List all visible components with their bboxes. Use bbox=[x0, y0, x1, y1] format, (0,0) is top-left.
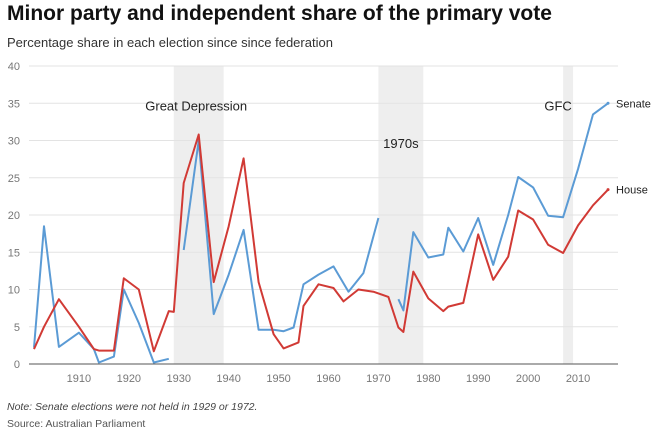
y-tick-label: 15 bbox=[8, 247, 20, 259]
senate-series-line bbox=[397, 102, 609, 312]
y-tick-label: 40 bbox=[8, 61, 20, 73]
y-tick-label: 10 bbox=[8, 285, 20, 297]
senate-series-line bbox=[182, 139, 380, 333]
house-end-point bbox=[606, 188, 610, 192]
senate-series-line bbox=[33, 225, 170, 364]
chart-subtitle: Percentage share in each election since … bbox=[7, 35, 333, 50]
line-chart: 0 5 10 15 20 25 30 35 40 1910 1920 1930 1940 1950 1960… bbox=[8, 61, 651, 385]
period-label: GFC bbox=[544, 99, 571, 114]
chart-source: Source: Australian Parliament bbox=[7, 418, 146, 430]
y-tick-label: 30 bbox=[8, 136, 20, 148]
chart-title: Minor party and independent share of the… bbox=[7, 2, 552, 25]
y-tick-label: 35 bbox=[8, 98, 20, 110]
y-tick-label: 0 bbox=[14, 359, 20, 371]
x-tick-label: 1920 bbox=[117, 373, 141, 385]
x-tick-label: 1910 bbox=[67, 373, 91, 385]
house-series-label: House bbox=[616, 185, 648, 197]
period-label: Great Depression bbox=[145, 99, 247, 114]
x-tick-label: 2000 bbox=[516, 373, 540, 385]
x-tick-label: 1970 bbox=[366, 373, 390, 385]
senate-series-label: Senate bbox=[616, 98, 651, 110]
period-label: 1970s bbox=[383, 136, 419, 151]
x-tick-label: 2010 bbox=[566, 373, 590, 385]
y-tick-label: 25 bbox=[8, 173, 20, 185]
y-tick-label: 5 bbox=[14, 322, 20, 334]
house-series-line bbox=[33, 133, 609, 353]
y-tick-label: 20 bbox=[8, 210, 20, 222]
x-tick-label: 1940 bbox=[216, 373, 240, 385]
chart-note: Note: Senate elections were not held in … bbox=[7, 401, 258, 413]
senate-end-point bbox=[606, 101, 610, 105]
x-tick-label: 1990 bbox=[466, 373, 490, 385]
x-tick-label: 1960 bbox=[316, 373, 340, 385]
x-tick-label: 1980 bbox=[416, 373, 440, 385]
x-tick-label: 1950 bbox=[266, 373, 290, 385]
x-tick-label: 1930 bbox=[167, 373, 191, 385]
